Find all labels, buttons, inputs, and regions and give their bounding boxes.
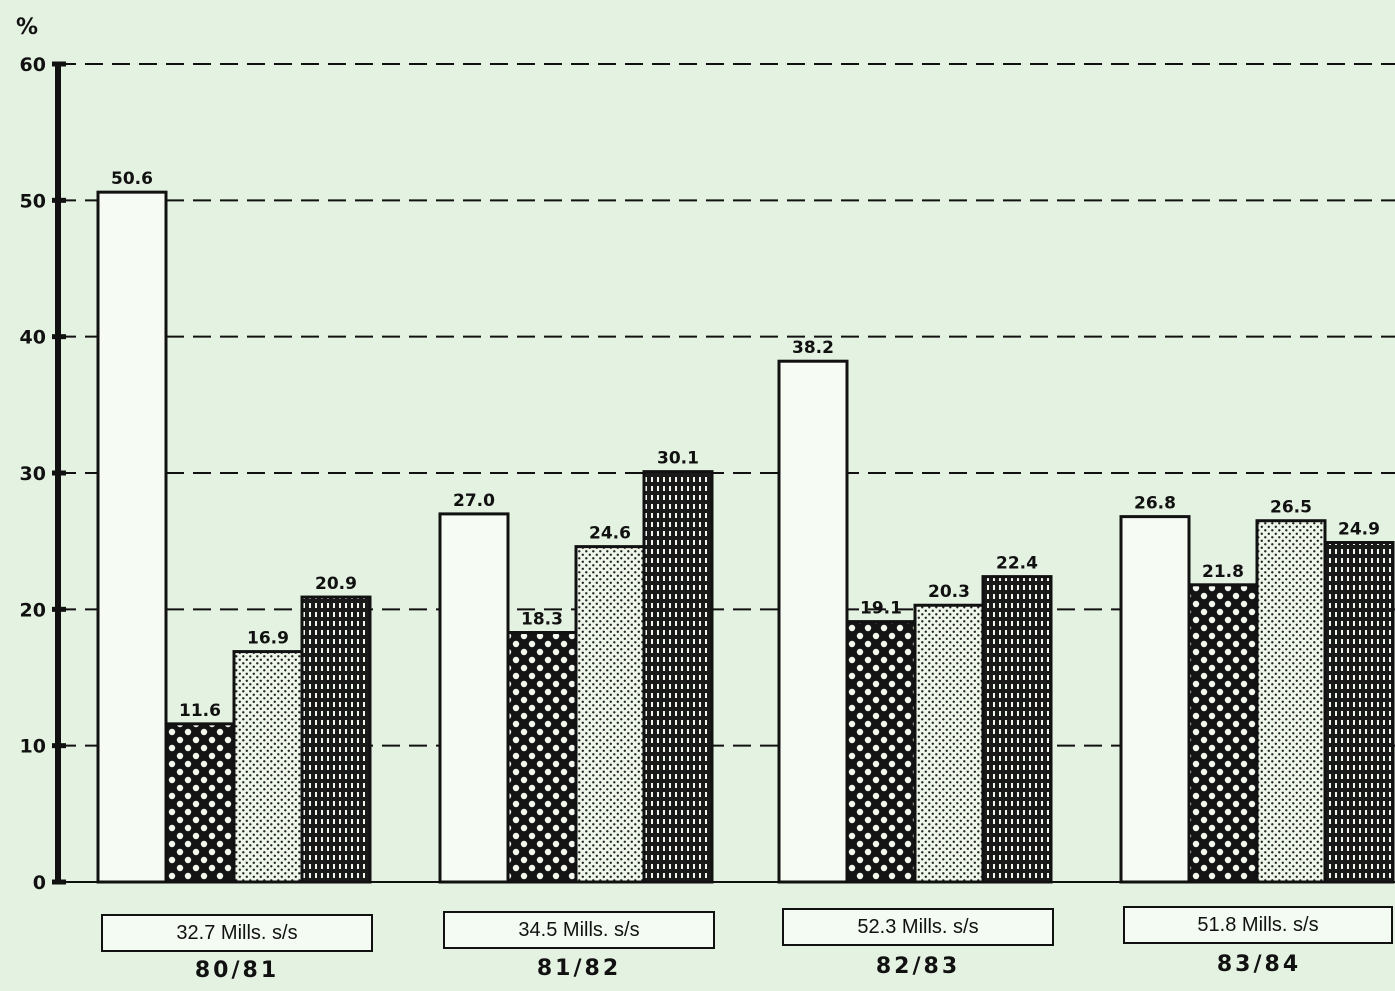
data-label-80-81-fine-dots: 16.9 bbox=[247, 629, 289, 649]
data-label-83-84-plain: 26.8 bbox=[1134, 494, 1176, 514]
data-label-81-82-plain: 27.0 bbox=[453, 491, 495, 511]
x-tick-label-82-83: 82/83 bbox=[875, 954, 961, 979]
bar-81-82-fine-dots bbox=[574, 545, 646, 884]
y-axis: 0 10 20 30 40 50 60% bbox=[16, 15, 66, 894]
data-label-83-84-dark-dots: 21.8 bbox=[1202, 562, 1244, 582]
data-label-83-84-vertical-hatch: 24.9 bbox=[1338, 520, 1380, 540]
bar-83-84-vertical-hatch bbox=[1323, 541, 1395, 884]
bar-82-83-plain bbox=[777, 359, 849, 884]
data-label-82-83-dark-dots: 19.1 bbox=[860, 599, 902, 619]
x-tick-label-81-82: 81/82 bbox=[536, 956, 622, 981]
bar-82-83-fine-dots bbox=[913, 603, 985, 884]
x-tick-label-80-81: 80/81 bbox=[194, 958, 280, 983]
data-labels: 50.6 11.6 16.9 20.9 27.0 18.3 24.6 30.1 38.2 19.1… bbox=[111, 169, 1380, 721]
y-tick-label-0: 0 bbox=[33, 872, 46, 894]
data-label-80-81-plain: 50.6 bbox=[111, 169, 153, 189]
data-label-81-82-vertical-hatch: 30.1 bbox=[657, 449, 699, 469]
y-tick-label-50: 50 bbox=[20, 190, 46, 212]
bar-83-84-fine-dots bbox=[1255, 519, 1327, 884]
data-label-81-82-fine-dots: 24.6 bbox=[589, 524, 631, 544]
category-total-81-82: 34.5 Mills. s/s bbox=[443, 911, 715, 949]
y-axis-label: % bbox=[16, 15, 38, 40]
bar-80-81-fine-dots bbox=[232, 650, 304, 884]
data-label-82-83-fine-dots: 20.3 bbox=[928, 582, 970, 602]
bar-80-81-dark-dots bbox=[164, 722, 236, 884]
bar-81-82-vertical-hatch bbox=[642, 470, 714, 884]
data-label-83-84-fine-dots: 26.5 bbox=[1270, 498, 1312, 518]
y-tick-label-40: 40 bbox=[20, 327, 46, 349]
data-label-82-83-vertical-hatch: 22.4 bbox=[996, 554, 1038, 574]
data-label-80-81-vertical-hatch: 20.9 bbox=[315, 574, 357, 594]
x-tick-label-83-84: 83/84 bbox=[1216, 952, 1302, 977]
y-tick-label-60: 60 bbox=[20, 54, 46, 76]
bar-83-84-plain bbox=[1119, 515, 1191, 884]
bar-82-83-dark-dots bbox=[845, 620, 917, 884]
bar-80-81-plain bbox=[96, 190, 168, 884]
category-total-83-84: 51.8 Mills. s/s bbox=[1123, 906, 1393, 944]
bar-80-81-vertical-hatch bbox=[300, 595, 372, 884]
bar-81-82-plain bbox=[438, 512, 510, 884]
bar-83-84-dark-dots bbox=[1187, 583, 1259, 884]
bar-81-82-dark-dots bbox=[506, 631, 578, 884]
y-tick-label-10: 10 bbox=[20, 736, 46, 758]
data-label-81-82-dark-dots: 18.3 bbox=[521, 610, 563, 630]
bars bbox=[96, 190, 1395, 884]
data-label-80-81-dark-dots: 11.6 bbox=[179, 701, 221, 721]
category-total-80-81: 32.7 Mills. s/s bbox=[101, 914, 373, 952]
bar-82-83-vertical-hatch bbox=[981, 575, 1053, 884]
y-tick-label-20: 20 bbox=[20, 599, 46, 621]
category-total-82-83: 52.3 Mills. s/s bbox=[782, 908, 1054, 946]
y-tick-label-30: 30 bbox=[20, 463, 46, 485]
data-label-82-83-plain: 38.2 bbox=[792, 338, 834, 358]
